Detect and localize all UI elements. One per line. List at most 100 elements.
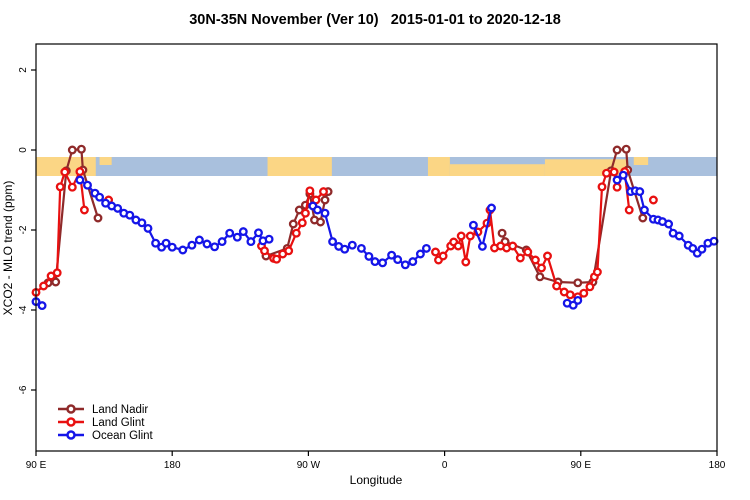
data-point-ocean-glint — [487, 203, 496, 213]
data-point-ocean-glint — [356, 243, 366, 253]
x-tick-label: 180 — [709, 460, 726, 471]
data-point-ocean-glint — [210, 242, 220, 252]
land-band-segment-4 — [449, 164, 545, 176]
data-point-ocean-glint — [187, 240, 197, 250]
data-point-ocean-glint — [393, 255, 403, 265]
data-point-ocean-glint — [194, 235, 204, 245]
data-point-ocean-glint — [400, 260, 410, 270]
data-point-land-glint — [609, 167, 619, 177]
data-point-ocean-glint — [635, 187, 645, 197]
data-point-ocean-glint — [477, 241, 487, 251]
axis-layer: 90 E 180 90 W 0 90 E 180 2 0 -2 -4 -6 — [18, 67, 726, 471]
series-line-ocean-glint — [616, 174, 715, 255]
data-point-land-glint — [523, 247, 533, 257]
data-point-ocean-glint — [264, 234, 274, 244]
data-point-ocean-glint — [246, 237, 256, 247]
data-point-ocean-glint — [217, 237, 227, 247]
data-point-land-glint — [552, 281, 562, 291]
y-axis-title: XCO2 - MLO trend (ppm) — [1, 181, 15, 316]
data-point-land-glint — [624, 205, 634, 215]
data-point-ocean-glint — [364, 251, 374, 261]
legend-marker-ocean-glint — [66, 430, 76, 440]
plot-box — [35, 43, 718, 452]
data-point-land-glint — [543, 251, 552, 261]
legend-item-land-nadir: Land Nadir — [58, 404, 148, 416]
data-point-land-nadir — [320, 195, 330, 205]
data-point-ocean-glint — [178, 245, 188, 255]
y-tick-label: -4 — [18, 305, 29, 314]
data-point-ocean-glint — [408, 257, 418, 267]
data-point-ocean-glint — [143, 223, 153, 233]
data-point-land-glint — [260, 246, 269, 256]
data-point-land-glint — [537, 263, 546, 273]
data-point-ocean-glint — [347, 240, 357, 250]
data-point-ocean-glint — [612, 175, 622, 185]
x-tick-label: 90 E — [26, 460, 47, 471]
data-point-land-glint — [284, 246, 294, 256]
legend-label-land-glint: Land Glint — [92, 417, 145, 429]
data-point-land-glint — [79, 205, 89, 215]
data-point-land-nadir — [497, 228, 507, 238]
data-point-land-nadir — [535, 272, 545, 282]
legend-label-land-nadir: Land Nadir — [92, 404, 148, 416]
data-point-land-glint — [648, 195, 658, 205]
data-point-ocean-glint — [313, 205, 322, 215]
chart-title: 30N-35N November (Ver 10) 2015-01-01 to … — [189, 12, 561, 28]
legend-label-ocean-glint: Ocean Glint — [92, 430, 154, 442]
y-tick-label: 0 — [18, 147, 29, 153]
data-point-land-glint — [515, 253, 525, 263]
data-point-land-glint — [52, 268, 62, 278]
data-point-ocean-glint — [167, 242, 177, 252]
data-point-land-glint — [465, 231, 475, 241]
y-tick-label: 2 — [18, 67, 29, 73]
data-point-land-glint — [592, 267, 602, 277]
data-point-ocean-glint — [468, 220, 478, 230]
data-point-ocean-glint — [639, 205, 649, 215]
data-point-ocean-glint — [254, 228, 263, 238]
data-point-ocean-glint — [328, 237, 338, 247]
data-point-ocean-glint — [161, 238, 171, 248]
data-point-ocean-glint — [125, 210, 135, 220]
data-point-ocean-glint — [387, 250, 397, 260]
data-point-ocean-glint — [320, 208, 330, 218]
data-point-ocean-glint — [415, 249, 425, 259]
data-point-land-glint — [508, 241, 518, 251]
data-point-land-nadir — [316, 217, 325, 227]
data-point-land-glint — [272, 254, 282, 264]
data-point-ocean-glint — [664, 219, 674, 229]
legend-marker-land-nadir — [66, 404, 76, 414]
data-point-land-glint — [612, 182, 622, 192]
data-point-land-glint — [456, 231, 466, 241]
data-point-land-nadir — [76, 144, 86, 154]
data-point-land-glint — [602, 168, 611, 178]
series-land-glint — [31, 167, 658, 302]
data-point-land-glint — [60, 167, 70, 177]
data-point-ocean-glint — [202, 239, 212, 249]
data-point-ocean-glint — [151, 238, 161, 248]
data-point-land-glint — [55, 182, 65, 192]
data-point-ocean-glint — [113, 203, 123, 213]
data-point-land-glint — [305, 186, 315, 196]
data-point-land-glint — [461, 257, 471, 267]
data-point-ocean-glint — [674, 231, 684, 241]
series-ocean-glint — [31, 170, 719, 311]
x-tick-label: 90 E — [571, 460, 592, 471]
data-point-ocean-glint — [37, 301, 47, 311]
data-point-land-nadir — [573, 278, 583, 288]
data-point-land-glint — [597, 182, 607, 192]
land-band-segment-6 — [633, 157, 649, 165]
data-point-land-nadir — [51, 277, 61, 287]
data-point-ocean-glint — [238, 227, 248, 237]
data-point-land-glint — [585, 282, 595, 292]
x-axis-title: Longitude — [350, 473, 403, 487]
data-point-land-glint — [67, 182, 77, 192]
land-ocean-map-band — [36, 157, 717, 176]
x-tick-label: 90 W — [297, 460, 321, 471]
data-point-ocean-glint — [225, 228, 235, 238]
data-point-land-glint — [565, 290, 575, 300]
data-point-ocean-glint — [75, 175, 85, 185]
data-point-land-glint — [438, 251, 448, 261]
